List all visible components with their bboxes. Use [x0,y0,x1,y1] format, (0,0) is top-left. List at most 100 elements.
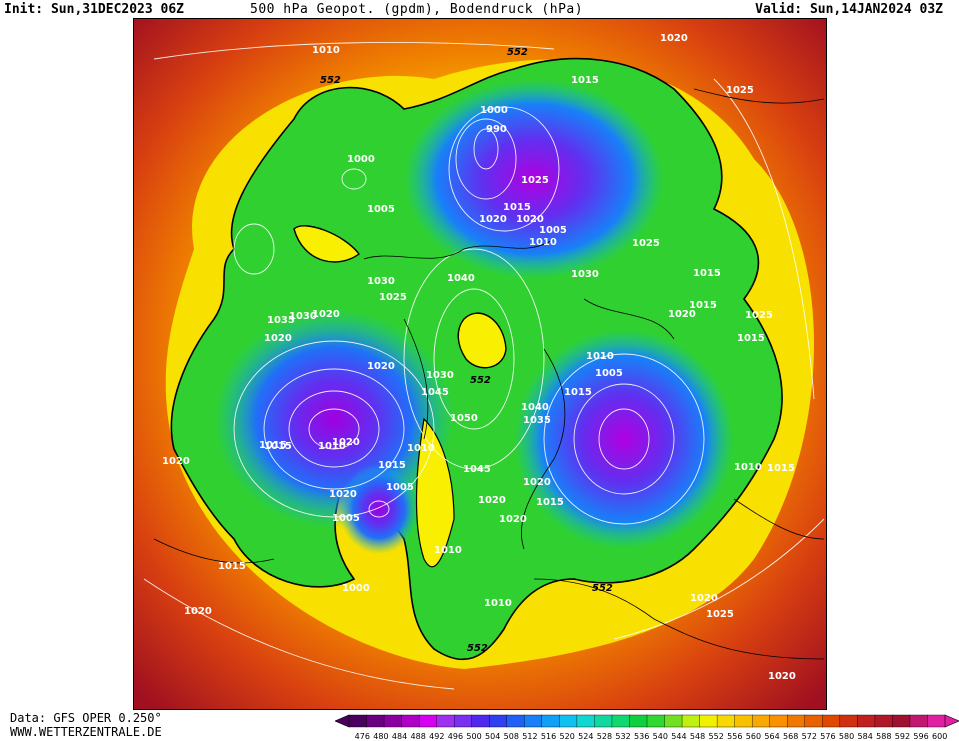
pressure-label: 1020 [523,477,551,488]
colorbar-cell [927,714,946,728]
colorbar-tick-label: 480 [373,732,388,741]
colorbar-min-arrow [335,714,350,728]
colorbar-tick-label: 508 [504,732,519,741]
colorbar-tick-label: 524 [578,732,593,741]
contour-552-label: 552 [467,643,488,654]
colorbar-tick-label: 520 [560,732,575,741]
pressure-label: 1045 [463,464,491,475]
pressure-label: 1020 [479,214,507,225]
pressure-label: 1015 [259,440,287,451]
core-pacific-small [339,464,419,554]
pressure-label: 1025 [521,175,549,186]
colorbar-tick-label: 532 [615,732,630,741]
contour-552-label: 552 [470,375,491,386]
colorbar-tick-label: 492 [429,732,444,741]
colorbar-cell [857,714,876,728]
colorbar: 476 480 484 488 492 496 500 504 508 512 516 520 524 5… [335,714,959,741]
colorbar-tick-label: 540 [653,732,668,741]
pressure-label: 1020 [312,309,340,320]
pressure-label: 1025 [706,609,734,620]
colorbar-tick-label: 588 [876,732,891,741]
colorbar-tick-label: 596 [913,732,928,741]
pressure-label: 1015 [693,268,721,279]
pressure-label: 1000 [342,583,370,594]
colorbar-tick-label: 552 [709,732,724,741]
contour-552-label: 552 [592,583,613,594]
colorbar-tick-label: 568 [783,732,798,741]
pressure-label: 1015 [767,463,795,474]
pressure-label: 1005 [367,204,395,215]
pressure-label: 1000 [347,154,375,165]
colorbar-cell [629,714,648,728]
colorbar-cell [453,714,473,728]
isobars [143,41,825,690]
pressure-label: 1010 [529,237,557,248]
colorbar-tick-label: 560 [746,732,761,741]
data-source: Data: GFS OPER 0.250° [10,711,162,725]
website-link[interactable]: WWW.WETTERZENTRALE.DE [10,725,162,739]
pressure-labels: 1010 552101510201025552100099010001025102… [162,33,796,682]
pressure-label: 1010 [734,462,762,473]
colorbar-cell [839,714,859,728]
pressure-label: 1045 [421,387,449,398]
pressure-label: 1035 [267,315,295,326]
pressure-label: 1010 [407,443,435,454]
pressure-label: 1025 [745,310,773,321]
colorbar-tick-label: 476 [355,732,370,741]
pressure-label: 1010 [484,598,512,609]
colorbar-cell [892,714,911,728]
pressure-label: 1015 [564,387,592,398]
colorbar-tick-label: 500 [466,732,481,741]
colorbar-cell [436,714,455,728]
pressure-label: 1020 [660,33,688,44]
colorbar-cell [769,714,788,728]
colorbar-cell [751,714,771,728]
colorbar-cell [787,714,806,728]
colorbar-tick-label: 516 [541,732,556,741]
colorbar-cell [699,714,718,728]
contour-552-label: 552 [320,75,341,86]
pressure-label: 1030 [289,311,317,322]
colorbar-cell [576,714,596,728]
colorbar-tick-label: 548 [690,732,705,741]
colorbar-cell [489,714,508,728]
pressure-label: 1035 [523,415,551,426]
island-west [293,225,360,263]
pressure-label: 1025 [726,85,754,96]
map-canvas: 1010 552101510201025552100099010001025102… [134,19,826,709]
colorbar-cell [366,714,385,728]
pressure-label: 1020 [264,333,292,344]
colorbar-tick-label: 504 [485,732,500,741]
colorbar-tick-label: 528 [597,732,612,741]
colorbar-tick-label: 572 [802,732,817,741]
pressure-label: 1010 [318,441,346,452]
pressure-label: 1015 [536,497,564,508]
colorbar-cell [506,714,525,728]
ridge-tongue [415,417,455,568]
pressure-label: 1015 [378,460,406,471]
pressure-label: 1020 [162,456,190,467]
core-siberia [404,79,664,279]
contour-552-label: 552 [507,47,528,58]
pressure-label: 1015 [737,333,765,344]
pressure-label: 1040 [447,273,475,284]
coastlines [153,88,825,660]
pressure-label: 1015 [503,202,531,213]
pressure-label: 1010 [312,45,340,56]
pressure-label: 1020 [367,361,395,372]
pressure-label: 1015 [571,75,599,86]
pressure-label: 1005 [386,482,414,493]
pressure-label: 990 [486,124,507,135]
colorbar-tick-label: 600 [932,732,947,741]
pressure-label: 1020 [768,671,796,682]
colorbar-tick-label: 512 [522,732,537,741]
colorbar-tick-label: 576 [820,732,835,741]
colorbar-cell [418,714,438,728]
colorbar-tick-label: 496 [448,732,463,741]
pressure-label: 1015 [218,561,246,572]
pressure-label: 1020 [184,606,212,617]
pressure-label: 1030 [426,370,454,381]
colorbar-cell [471,714,490,728]
pressure-label: 1005 [595,368,623,379]
colorbar-tick-label: 592 [895,732,910,741]
